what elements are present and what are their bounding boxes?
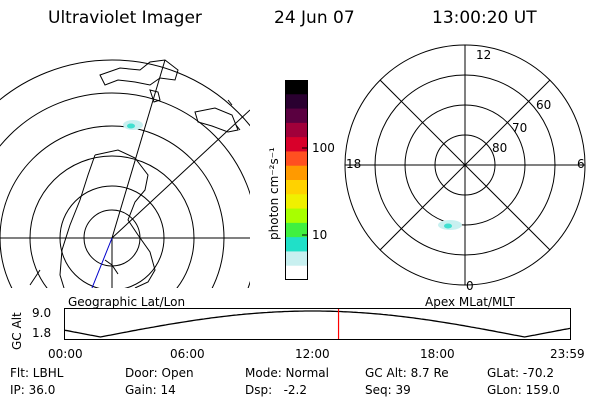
coastline-shape — [29, 269, 41, 286]
mlt-label-6: 6 — [577, 157, 585, 171]
mlt-label-12: 12 — [476, 48, 492, 62]
timeline-ytick-1.8: 1.8 — [32, 326, 52, 340]
app-title: Ultraviolet Imager — [48, 8, 202, 28]
colorbar-segment — [285, 251, 308, 267]
coastline-shape — [235, 124, 241, 131]
colorbar-tick-100: 100 — [312, 141, 335, 155]
colorbar-segment — [285, 208, 308, 224]
coastline-shape — [194, 107, 239, 133]
info-dsp: Dsp: -2.2 — [245, 383, 308, 397]
date-label: 24 Jun 07 — [274, 8, 355, 28]
colorbar-segment — [285, 165, 308, 181]
mlt-label-18: 18 — [346, 157, 362, 171]
timeline-xtick-1800: 18:00 — [420, 347, 455, 361]
info-ip: IP: 36.0 — [10, 383, 56, 397]
colorbar-segment — [285, 122, 308, 138]
timeline-ylabel: GC Alt — [10, 312, 24, 350]
colorbar-segment — [285, 80, 308, 95]
time-label: 13:00:20 UT — [432, 8, 537, 28]
colorbar-segment — [285, 151, 308, 167]
colorbar-segment — [285, 222, 308, 238]
colorbar-segment — [285, 108, 308, 124]
mlat-label-80: 80 — [492, 141, 508, 155]
info-door: Door: Open — [125, 366, 194, 380]
coastline-shape — [99, 59, 179, 86]
coastline-shape — [104, 259, 119, 275]
coastline-shape — [149, 89, 161, 103]
colorbar-segment — [285, 265, 308, 280]
meridian-line — [111, 59, 166, 239]
coastline-shape — [227, 99, 233, 106]
colorbar-segment — [285, 94, 308, 110]
info-seq: Seq: 39 — [365, 383, 411, 397]
mlt-label-0: 0 — [466, 279, 474, 293]
info-mode: Mode: Normal — [245, 366, 329, 380]
colorbar-segment — [285, 137, 308, 152]
lat-circle — [0, 59, 250, 127]
timeline-xtick-2359: 23:59 — [550, 347, 585, 361]
colorbar — [285, 80, 308, 280]
colorbar-segment — [285, 180, 308, 195]
info-glon: GLon: 159.0 — [487, 383, 560, 397]
timeline-ytick-9: 9.0 — [32, 306, 52, 320]
aurora-patch — [127, 123, 135, 129]
colorbar-segment — [285, 194, 308, 210]
info-gc-alt: GC Alt: 8.7 Re — [365, 366, 449, 380]
mlat-label-60: 60 — [536, 98, 552, 112]
satellite-track — [91, 237, 113, 288]
timeline-xtick-0000: 00:00 — [48, 347, 83, 361]
info-filter: Flt: LBHL — [10, 366, 64, 380]
mlat-label-70: 70 — [512, 121, 528, 135]
info-glat: GLat: -70.2 — [487, 366, 554, 380]
polar-plot — [344, 44, 586, 286]
colorbar-tick-10: 10 — [312, 228, 328, 242]
info-gain: Gain: 14 — [125, 383, 176, 397]
antarctica-coast — [59, 149, 156, 288]
gc-alt-curve — [64, 310, 571, 338]
left-panel-label: Geographic Lat/Lon — [68, 295, 186, 309]
geographic-map — [0, 59, 250, 288]
aurora-patch — [444, 223, 452, 229]
right-panel-label: Apex MLat/MLT — [425, 295, 515, 309]
timeline-plot — [64, 308, 571, 340]
colorbar-segment — [285, 237, 308, 252]
timeline-xtick-0600: 06:00 — [170, 347, 205, 361]
colorbar-unit-label: photon cm⁻²s⁻¹ — [267, 147, 281, 240]
timeline-xtick-1200: 12:00 — [295, 347, 330, 361]
lat-circle — [0, 92, 250, 288]
